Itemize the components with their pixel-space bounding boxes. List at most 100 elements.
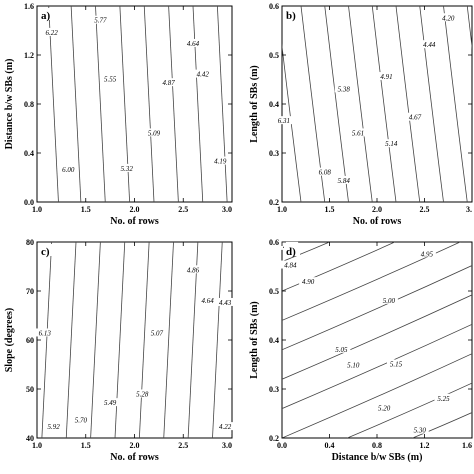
contour-line (90, 242, 101, 438)
panel-a: 6.22 5.77 4.64 5.55 4.87 4.42 5.09 6.00 5.32 4.19… (4, 2, 233, 227)
contour-value-label: 4.84 (284, 262, 297, 270)
x-tick-label: 3.0 (222, 205, 232, 214)
x-axis-title: No. of rows (353, 216, 402, 227)
x-tick-label: 2.5 (420, 205, 430, 214)
contour-value-label: 5.70 (75, 417, 88, 425)
contour-value-label: 5.07 (151, 329, 164, 337)
contour-line (395, 6, 421, 202)
panel-letter: a) (41, 10, 51, 22)
contour-value-label: 5.77 (94, 17, 107, 25)
y-tick-label: 50 (26, 385, 34, 394)
x-tick-label: 3.0 (222, 441, 232, 450)
contour-value-label: 4.67 (409, 114, 422, 122)
contour-value-label: 5.14 (385, 140, 398, 148)
contour-value-label: 6.13 (39, 329, 52, 337)
contour-line (282, 323, 472, 409)
contour-line (231, 430, 232, 438)
contour-line (443, 6, 468, 202)
x-tick-label: 2.0 (372, 205, 382, 214)
y-tick-label: 0.3 (269, 149, 279, 158)
x-axis-title: No. of rows (110, 452, 159, 463)
contour-value-label: 4.64 (202, 297, 215, 305)
panel-b: 4.20 4.44 4.91 5.38 6.31 4.67 5.61 5.14 6.08 5.84… (249, 2, 473, 227)
contour-value-label: 5.61 (352, 129, 364, 137)
contour-line (282, 353, 472, 438)
contour-value-label: 5.20 (378, 405, 391, 413)
x-tick-label: 1.5 (81, 205, 91, 214)
y-tick-label: 0.3 (269, 385, 279, 394)
y-tick-label: 1.2 (24, 51, 34, 60)
contour-value-label: 5.30 (414, 427, 427, 435)
contour-line (371, 6, 397, 202)
panel-letter: c) (41, 246, 50, 258)
contour-line (143, 6, 155, 202)
contour-value-label: 4.42 (197, 71, 210, 79)
contour-line (282, 294, 472, 380)
contour-value-label: 4.87 (163, 79, 176, 87)
contour-line (41, 242, 53, 438)
x-tick-label: 0.8 (372, 441, 382, 450)
contour-line (282, 242, 330, 262)
contour-value-label: 6.31 (278, 117, 290, 125)
panel-d: 4.794.844.954.905.005.055.105.155.205.25… (249, 238, 473, 463)
y-tick-label: 0.5 (269, 51, 279, 60)
panel-letter: b) (286, 10, 296, 22)
plot-frame (36, 241, 233, 439)
y-tick-label: 0.4 (24, 149, 34, 158)
x-tick-label: 2.5 (178, 441, 188, 450)
contour-value-label: 5.38 (338, 85, 351, 93)
contour-value-label: 4.44 (423, 41, 436, 49)
contour-value-label: 4.20 (442, 14, 455, 22)
contour-line (282, 242, 395, 292)
contour-value-label: 5.84 (338, 177, 351, 185)
x-tick-label: 3. (466, 205, 472, 214)
contour-line (65, 242, 77, 438)
contour-line (119, 6, 131, 202)
contour-line (216, 6, 228, 202)
contour-line (412, 412, 472, 438)
panel-c: 4.86 4.64 4.43 6.13 5.07 5.28 5.49 5.70 5.92 4.22… (4, 238, 235, 463)
contour-value-label: 5.28 (136, 390, 149, 398)
contour-line (212, 242, 223, 438)
y-tick-label: 0.5 (269, 287, 279, 296)
contour-value-label: 5.10 (347, 361, 360, 369)
y-tick-label: 0.6 (269, 2, 279, 11)
contour-value-label: 5.15 (390, 361, 403, 369)
contour-value-label: 4.86 (187, 266, 200, 274)
x-tick-label: 1.5 (325, 205, 335, 214)
contour-line (163, 242, 174, 438)
x-tick-label: 1.0 (277, 205, 287, 214)
contour-value-label: 4.90 (302, 278, 315, 286)
y-tick-label: 0.4 (269, 336, 279, 345)
contour-line (168, 6, 179, 202)
x-tick-label: 1.6 (462, 441, 472, 450)
y-tick-label: 0.8 (24, 100, 34, 109)
x-tick-label: 2.0 (130, 441, 140, 450)
contour-value-label: 5.32 (121, 165, 134, 173)
contour-line (114, 242, 126, 438)
contour-value-label: 6.08 (319, 169, 332, 177)
contour-value-label: 5.92 (47, 423, 60, 431)
x-tick-label: 1.2 (420, 441, 430, 450)
contour-line (282, 43, 302, 202)
contour-value-label: 4.64 (187, 40, 200, 48)
x-tick-label: 2.0 (130, 205, 140, 214)
contour-value-label: 4.22 (219, 423, 232, 431)
y-tick-label: 1.6 (24, 2, 34, 11)
y-tick-label: 70 (26, 287, 34, 296)
contour-value-label: 5.25 (437, 395, 450, 403)
contour-value-label: 5.49 (104, 399, 117, 407)
contour-value-label: 4.95 (421, 250, 434, 258)
contour-value-label: 4.43 (219, 299, 232, 307)
y-tick-label: 80 (26, 238, 34, 247)
x-tick-label: 0.4 (325, 441, 335, 450)
y-tick-label: 0.0 (24, 198, 34, 207)
contour-value-label: 5.00 (383, 297, 396, 305)
x-axis-title: No. of rows (110, 216, 159, 227)
x-tick-label: 0.0 (277, 441, 287, 450)
plot-frame (281, 5, 473, 203)
contour-value-label: 5.55 (104, 76, 117, 84)
x-tick-label: 1.0 (32, 205, 42, 214)
contour-line (70, 6, 82, 202)
